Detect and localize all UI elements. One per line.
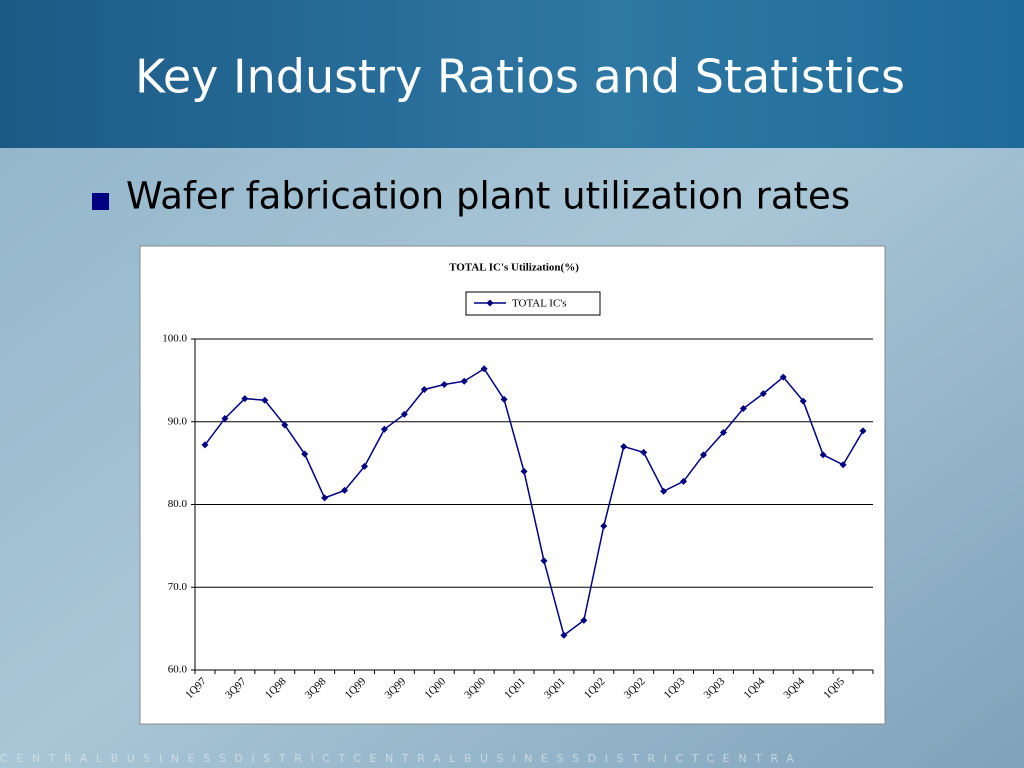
footer-text: CENTRALBUSINESSDISTRICTCENTRALBUSINESSDI… <box>0 752 802 765</box>
data-point <box>700 451 707 459</box>
data-point <box>680 477 688 485</box>
data-point <box>859 427 867 435</box>
data-point <box>500 395 508 403</box>
data-point <box>640 448 648 456</box>
legend-box <box>465 291 601 316</box>
title-bar <box>0 0 1024 148</box>
data-point <box>560 631 568 639</box>
data-point <box>580 616 588 624</box>
data-point <box>201 441 209 449</box>
data-point <box>440 381 448 389</box>
series-line <box>204 367 864 637</box>
data-point <box>420 385 428 393</box>
data-point <box>301 450 309 458</box>
data-point <box>620 443 628 451</box>
data-point <box>719 429 727 437</box>
data-point <box>819 451 827 459</box>
data-point <box>221 414 229 422</box>
data-point <box>660 487 668 495</box>
data-point <box>779 373 787 381</box>
slide-title: Key Industry Ratios and Statistics <box>135 50 905 104</box>
y-tick-label: 70.0 <box>168 581 188 593</box>
data-point <box>341 486 349 494</box>
data-point <box>281 421 289 429</box>
data-point <box>600 522 608 530</box>
data-point <box>241 395 249 403</box>
y-tick-label: 80.0 <box>168 498 188 510</box>
y-tick-label: 90.0 <box>168 415 188 427</box>
y-tick-label: 60.0 <box>168 664 188 676</box>
data-point <box>759 390 767 398</box>
y-tick-label: 100.0 <box>162 333 187 345</box>
bullet-text: Wafer fabrication plant utilization rate… <box>126 175 850 218</box>
data-point <box>839 461 847 469</box>
data-point <box>520 467 528 475</box>
data-point <box>380 425 388 433</box>
data-point <box>400 410 408 418</box>
data-point <box>261 396 269 404</box>
chart-box <box>139 245 886 725</box>
data-point <box>540 557 548 565</box>
chart-title: TOTAL IC's Utilization(%) <box>449 262 579 274</box>
data-point <box>321 494 329 502</box>
data-point <box>460 377 468 385</box>
legend-label: TOTAL IC's <box>512 298 567 310</box>
bullet-icon <box>92 193 109 210</box>
legend-marker <box>486 299 494 307</box>
data-point <box>361 462 368 470</box>
data-point <box>799 397 807 405</box>
data-point <box>480 365 488 373</box>
data-point <box>739 405 747 413</box>
